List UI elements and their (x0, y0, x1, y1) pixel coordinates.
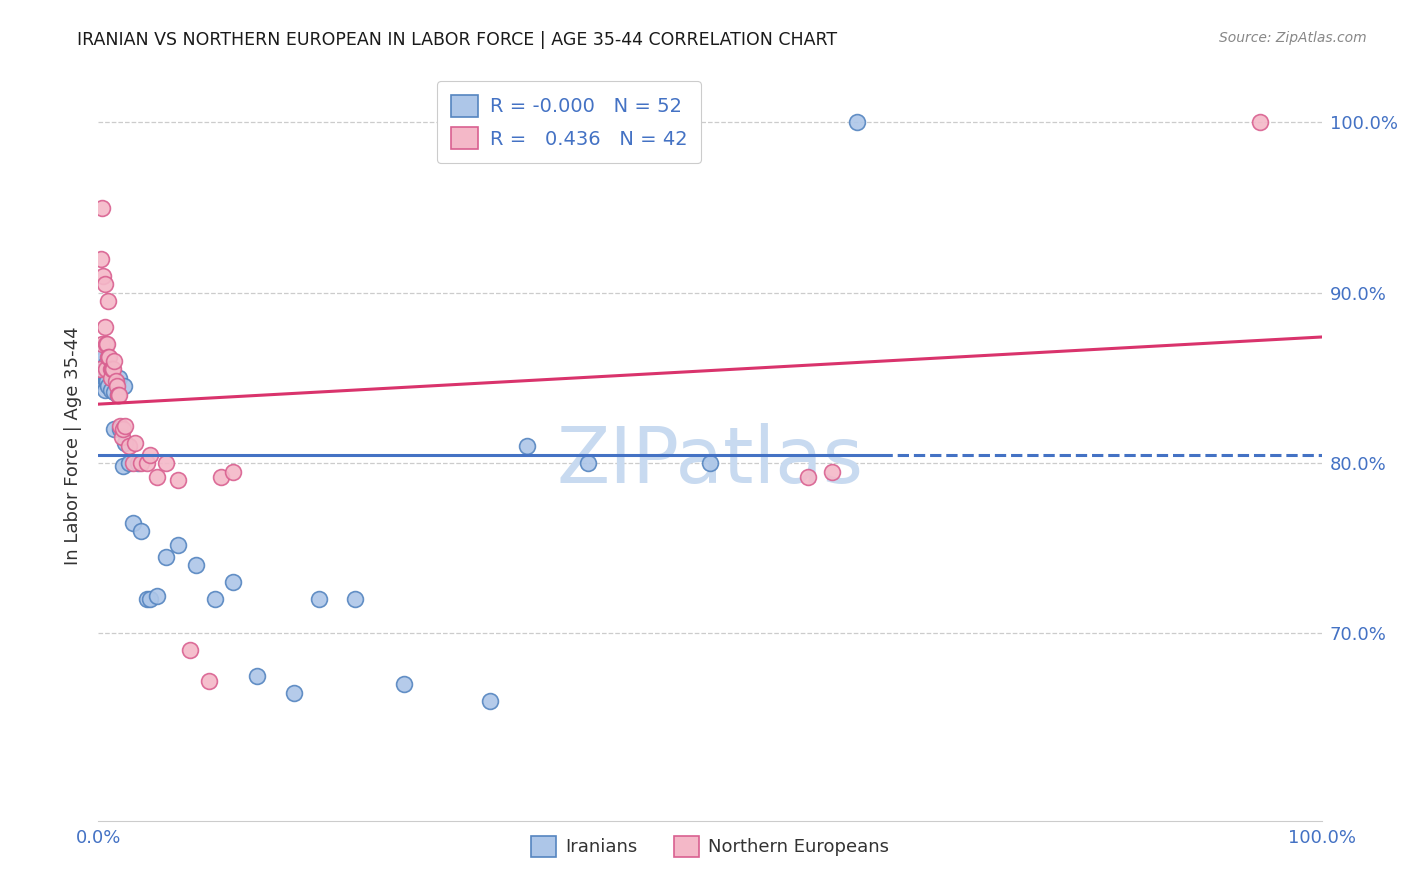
Point (179, 643, 201, 657)
Point (91, 374, 114, 388)
Point (136, 456, 159, 470)
Point (821, 465, 844, 479)
Point (478, 694, 501, 708)
Text: ZIPatlas: ZIPatlas (557, 423, 863, 499)
Point (111, 430, 134, 444)
Point (118, 439, 141, 453)
Point (93, 383, 115, 397)
Point (845, 115, 868, 129)
Text: IRANIAN VS NORTHERN EUROPEAN IN LABOR FORCE | AGE 35-44 CORRELATION CHART: IRANIAN VS NORTHERN EUROPEAN IN LABOR FO… (77, 31, 838, 49)
Point (209, 469, 232, 483)
Point (139, 448, 162, 462)
Point (111, 459, 134, 474)
Point (91, 201, 114, 215)
Point (98, 362, 121, 376)
Point (91, 336, 114, 351)
Point (246, 669, 269, 683)
Point (96, 374, 118, 388)
Point (121, 516, 143, 530)
Point (103, 422, 125, 436)
Text: Source: ZipAtlas.com: Source: ZipAtlas.com (1219, 31, 1367, 45)
Point (308, 592, 330, 607)
Point (98, 351, 121, 365)
Point (104, 374, 127, 388)
Point (94, 357, 117, 371)
Point (515, 439, 537, 453)
Point (127, 456, 149, 470)
Point (94, 374, 117, 388)
Point (93, 277, 115, 292)
Point (114, 418, 136, 433)
Point (197, 673, 219, 688)
Point (167, 538, 190, 552)
Point (91, 268, 114, 283)
Point (90, 362, 112, 376)
Point (91, 351, 114, 365)
Point (118, 456, 141, 470)
Point (110, 418, 132, 433)
Point (344, 592, 367, 607)
Point (576, 456, 599, 470)
Point (90, 374, 112, 388)
Legend: Iranians, Northern Europeans: Iranians, Northern Europeans (524, 829, 896, 864)
Point (146, 589, 169, 603)
Point (107, 388, 129, 402)
Point (110, 422, 132, 436)
Point (94, 336, 117, 351)
Point (155, 549, 177, 564)
Point (97, 294, 120, 309)
Point (222, 575, 245, 590)
Point (105, 379, 128, 393)
Point (96, 362, 118, 376)
Point (101, 362, 124, 376)
Point (139, 592, 162, 607)
Point (89, 354, 111, 368)
Point (124, 435, 146, 450)
Point (167, 473, 190, 487)
Point (186, 558, 208, 573)
Point (91, 371, 114, 385)
Point (94, 362, 117, 376)
Point (101, 371, 124, 385)
Point (89, 362, 111, 376)
Y-axis label: In Labor Force | Age 35-44: In Labor Force | Age 35-44 (63, 326, 82, 566)
Point (103, 354, 125, 368)
Point (155, 456, 177, 470)
Point (97, 362, 120, 376)
Point (112, 379, 135, 393)
Point (204, 592, 226, 607)
Point (101, 362, 124, 376)
Point (103, 384, 125, 399)
Point (699, 456, 721, 470)
Point (101, 371, 124, 385)
Point (93, 319, 115, 334)
Point (93, 368, 115, 382)
Point (100, 366, 122, 380)
Point (392, 677, 416, 691)
Point (146, 469, 169, 483)
Point (100, 383, 122, 397)
Point (129, 524, 152, 538)
Point (97, 351, 120, 365)
Point (100, 371, 122, 385)
Point (96, 368, 118, 382)
Point (136, 592, 159, 607)
Point (1249, 115, 1271, 129)
Point (129, 456, 152, 470)
Point (97, 379, 120, 393)
Point (108, 371, 131, 385)
Point (90, 252, 112, 266)
Point (797, 469, 820, 483)
Point (104, 374, 127, 388)
Point (114, 435, 136, 450)
Point (111, 422, 134, 436)
Point (96, 336, 118, 351)
Point (100, 362, 122, 376)
Point (222, 465, 245, 479)
Point (91, 362, 114, 376)
Point (121, 456, 143, 470)
Point (108, 388, 131, 402)
Point (283, 686, 305, 700)
Point (107, 388, 129, 402)
